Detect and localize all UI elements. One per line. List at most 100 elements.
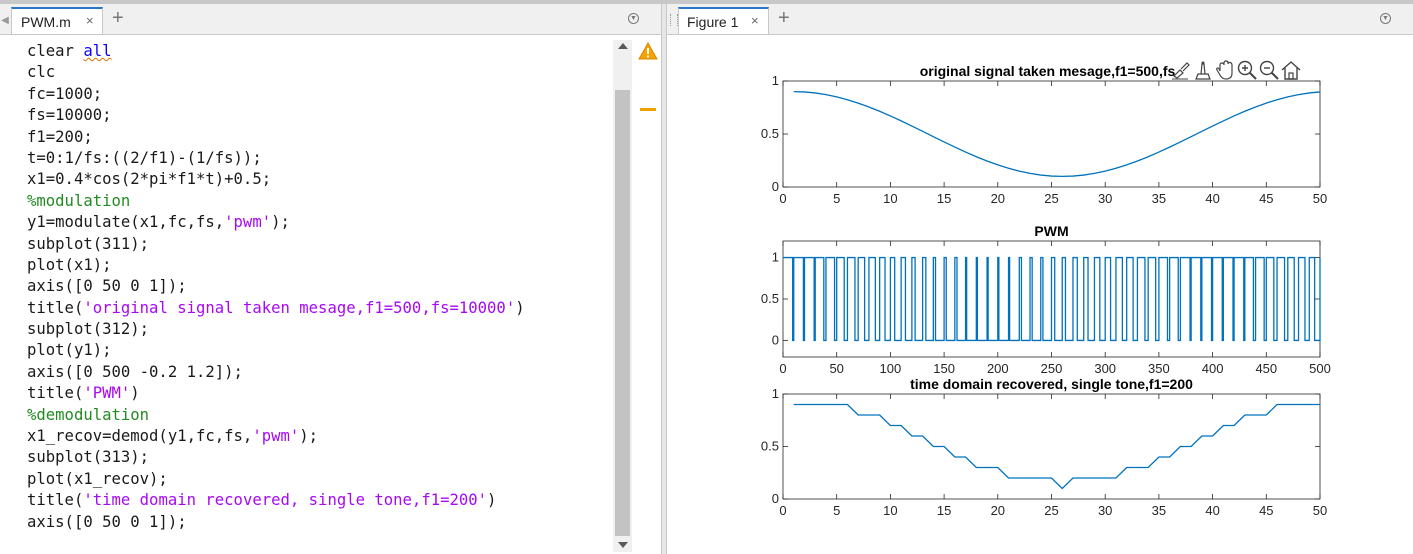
code-line[interactable]: axis([0 50 0 1]); [27, 512, 187, 531]
x-tick-label: 200 [987, 361, 1009, 376]
series-line [783, 256, 1321, 342]
x-tick-label: 45 [1259, 503, 1273, 518]
x-tick-label: 20 [991, 503, 1005, 518]
warning-icon[interactable] [638, 42, 658, 60]
code-line[interactable]: axis([0 50 0 1]); [27, 277, 187, 296]
brush-icon[interactable] [1172, 62, 1190, 80]
close-tab-icon[interactable]: × [751, 13, 759, 28]
subplot-1[interactable]: 0 5 10 15 20 25 30 35 40 45 50 0 0.5 1 original signal… [761, 63, 1327, 206]
subplot-3[interactable]: 0 5 10 15 20 25 30 35 40 45 50 0 0.5 1 time domain rec… [761, 376, 1327, 518]
x-tick-label: 0 [779, 503, 786, 518]
x-tick-label: 30 [1098, 503, 1112, 518]
code-line[interactable]: t=0:1/fs:((2/f1)-(1/fs)); [27, 148, 262, 167]
x-tick-label: 30 [1098, 191, 1112, 206]
code-line[interactable]: %demodulation [27, 405, 150, 424]
code-line[interactable]: axis([0 500 -0.2 1.2]); [27, 362, 243, 381]
code-line[interactable]: plot(y1); [27, 341, 112, 360]
code-line[interactable]: x1_recov=demod(y1,fc,fs,'pwm'); [27, 427, 319, 446]
x-tick-label: 25 [1044, 503, 1058, 518]
figure-tab-bar: Figure 1 × + ▼ [667, 4, 1413, 35]
y-tick-label: 0 [772, 332, 779, 347]
new-tab-icon[interactable]: + [778, 7, 790, 29]
x-tick-label: 35 [1152, 503, 1166, 518]
code-line[interactable]: plot(x1); [27, 255, 112, 274]
code-line[interactable]: %modulation [27, 191, 131, 210]
tab-pwm-m[interactable]: PWM.m × [11, 7, 103, 34]
axes-box [782, 80, 1321, 188]
pane-divider[interactable] [661, 4, 667, 554]
scroll-up-icon[interactable] [618, 43, 628, 49]
axes-toolbar [1172, 60, 1301, 80]
code-line[interactable]: f1=200; [27, 127, 93, 146]
y-tick-label: 0.5 [761, 439, 779, 454]
x-tick-label: 20 [991, 191, 1005, 206]
code-line[interactable]: title('original signal taken mesage,f1=5… [27, 298, 525, 317]
tab-label: Figure 1 [687, 14, 739, 30]
warning-marker[interactable] [640, 108, 656, 111]
code-line[interactable]: clear all [27, 42, 112, 60]
x-tick-label: 25 [1044, 191, 1058, 206]
x-tick-label: 0 [779, 361, 786, 376]
x-tick-label: 10 [883, 191, 897, 206]
plot-title: original signal taken mesage,f1=500,fs [920, 63, 1176, 79]
tab-figure-1[interactable]: Figure 1 × [678, 7, 769, 34]
code-line[interactable]: title('PWM') [27, 384, 140, 403]
code-line[interactable]: x1=0.4*cos(2*pi*f1*t)+0.5; [27, 170, 272, 189]
tab-scroll-left-icon[interactable]: ◀ [1, 15, 9, 26]
x-tick-label: 50 [829, 361, 843, 376]
code-line[interactable]: title('time domain recovered, single ton… [27, 491, 497, 510]
x-tick-label: 300 [1094, 361, 1116, 376]
figure-pane: Figure 1 × + ▼ 0 5 10 15 20 25 30 35 40 45 50 0 0.5 1… [667, 4, 1413, 554]
x-tick-label: 15 [937, 191, 951, 206]
code-line[interactable]: y1=modulate(x1,fc,fs,'pwm'); [27, 213, 290, 232]
x-tick-label: 5 [833, 503, 840, 518]
editor-scrollbar[interactable] [613, 40, 632, 552]
window-top-border [0, 0, 1413, 4]
editor-tab-bar: ◀ PWM.m × + ▼ [0, 4, 661, 35]
y-tick-label: 1 [772, 73, 779, 88]
zoom-out-icon[interactable] [1259, 60, 1279, 80]
code-line[interactable]: fc=1000; [27, 84, 103, 103]
axes-box [782, 393, 1321, 500]
x-tick-label: 0 [779, 191, 786, 206]
x-tick-label: 35 [1152, 191, 1166, 206]
close-tab-icon[interactable]: × [86, 13, 94, 28]
x-tick-label: 40 [1205, 503, 1219, 518]
code-line[interactable]: clc [27, 63, 56, 82]
code-editor[interactable]: clear all clc fc=1000; fs=10000; f1=200; t=0:… [27, 41, 525, 533]
editor-pane: ◀ PWM.m × + ▼ clear all clc fc=1000; fs=100… [0, 4, 661, 554]
x-tick-label: 100 [880, 361, 902, 376]
y-tick-label: 1 [772, 386, 779, 401]
x-tick-label: 5 [833, 191, 840, 206]
data-tips-icon[interactable] [1195, 61, 1211, 80]
pan-icon[interactable] [1216, 60, 1233, 80]
y-tick-label: 0 [772, 491, 779, 506]
code-line[interactable]: subplot(312); [27, 320, 150, 339]
scroll-down-icon[interactable] [618, 542, 628, 548]
x-tick-label: 50 [1313, 191, 1327, 206]
x-tick-label: 500 [1309, 361, 1331, 376]
x-tick-label: 45 [1259, 191, 1273, 206]
code-line[interactable]: fs=10000; [27, 106, 112, 125]
y-tick-label: 0.5 [761, 291, 779, 306]
series-line [793, 403, 1320, 490]
y-tick-label: 1 [772, 250, 779, 265]
figure-menu-chevron-icon[interactable]: ▼ [1380, 13, 1391, 24]
scroll-thumb[interactable] [615, 90, 630, 536]
tab-label: PWM.m [21, 14, 71, 30]
x-tick-label: 50 [1313, 503, 1327, 518]
x-tick-label: 15 [937, 503, 951, 518]
zoom-in-icon[interactable] [1237, 60, 1257, 80]
subplot-2[interactable]: 0 50 100 150 200 250 300 350 400 450 500 0 0.5 1 PWM [761, 223, 1331, 376]
code-line[interactable]: subplot(311); [27, 234, 150, 253]
y-tick-label: 0 [772, 179, 779, 194]
editor-menu-chevron-icon[interactable]: ▼ [628, 13, 639, 24]
code-line[interactable]: subplot(313); [27, 448, 150, 467]
x-tick-label: 400 [1202, 361, 1224, 376]
grip-handle[interactable] [670, 14, 678, 26]
plot-title: PWM [1034, 223, 1068, 239]
code-line[interactable]: plot(x1_recov); [27, 469, 168, 488]
new-tab-icon[interactable]: + [112, 7, 124, 29]
home-icon[interactable] [1281, 61, 1301, 80]
